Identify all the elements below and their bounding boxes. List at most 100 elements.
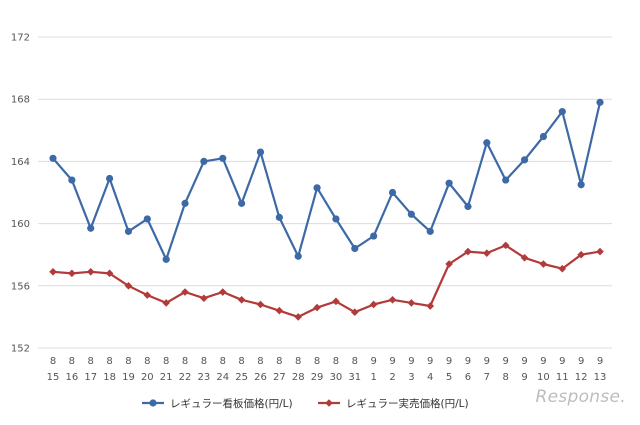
data-point-1 [219,154,227,162]
x-tick-label-day: 6 [465,372,471,383]
data-point-1 [520,156,529,164]
data-point-1 [181,199,189,207]
data-point-1 [49,154,57,162]
data-point-2 [294,313,303,321]
x-tick-label-month: 8 [201,356,207,367]
x-tick-label-day: 17 [84,372,97,383]
x-tick-label-month: 8 [163,356,169,367]
x-tick-label-day: 25 [235,372,248,383]
x-tick-label-day: 5 [446,372,452,383]
data-point-1 [407,210,415,218]
data-point-2 [558,264,567,273]
data-point-1 [294,252,302,260]
data-point-2 [464,247,472,256]
data-point-2 [256,300,265,309]
data-point-1 [502,176,510,184]
data-point-1 [200,157,208,165]
x-tick-label-day: 27 [273,372,286,383]
x-tick-label-day: 9 [521,372,527,383]
x-tick-label-month: 9 [521,356,527,367]
legend-label-1: レギュラー看板価格(円/L) [170,397,293,410]
x-tick-label-month: 8 [88,356,94,367]
data-point-1 [539,132,548,141]
x-tick-label-month: 9 [559,356,565,367]
x-tick-label-day: 21 [160,372,173,383]
x-tick-label-day: 19 [122,372,135,383]
data-point-2 [350,308,359,317]
x-tick-label-day: 29 [311,372,324,383]
data-point-1 [388,188,397,197]
data-point-1 [426,227,434,235]
x-tick-label-day: 3 [408,372,414,383]
x-tick-label-day: 15 [47,372,60,383]
x-tick-label-day: 30 [330,372,343,383]
x-tick-label-day: 10 [537,372,550,383]
data-point-2 [49,268,57,276]
x-tick-label-month: 8 [352,356,358,367]
x-tick-label-day: 2 [389,372,395,383]
data-point-1 [68,176,76,184]
data-point-2 [445,260,453,268]
grid-lines [38,36,612,349]
y-tick-label: 156 [11,281,30,292]
x-tick-label-day: 16 [65,372,78,383]
x-tick-label-day: 4 [427,372,433,383]
y-tick-label: 172 [11,33,30,44]
y-tick-label: 168 [11,95,30,106]
data-point-2 [237,295,246,304]
x-tick-label-month: 9 [427,356,433,367]
x-tick-label-month: 8 [276,356,282,367]
data-point-2 [181,288,189,296]
series-line-1 [52,102,602,261]
data-point-2 [520,254,529,262]
y-tick-label: 160 [11,219,30,230]
x-tick-label-day: 20 [141,372,154,383]
x-tick-label-day: 22 [179,372,192,383]
x-tick-label-month: 9 [370,356,376,367]
data-point-2 [483,249,491,257]
x-tick-label-month: 8 [125,356,131,367]
x-tick-label-month: 8 [333,356,339,367]
legend-label-2: レギュラー実売価格(円/L) [346,397,469,410]
x-tick-label-month: 8 [314,356,320,367]
x-tick-label-day: 8 [503,372,509,383]
data-point-1 [370,232,378,240]
data-point-1 [558,108,566,116]
data-point-1 [105,174,114,183]
data-point-2 [407,299,416,307]
x-tick-label-month: 8 [238,356,244,367]
x-tick-label-month: 8 [50,356,56,367]
x-tick-label-month: 8 [295,356,301,367]
x-tick-label-month: 9 [408,356,414,367]
data-point-1 [483,139,491,147]
data-point-2 [313,303,321,312]
data-point-2 [501,241,510,250]
data-point-2 [218,288,227,296]
legend-marker [325,399,333,407]
x-tick-label-day: 12 [575,372,588,383]
data-point-1 [256,148,265,156]
data-point-2 [124,282,133,290]
data-point-2 [539,260,548,268]
x-tick-label-day: 7 [484,372,490,383]
data-point-1 [351,244,359,253]
data-point-2 [275,306,284,315]
x-tick-label-month: 9 [465,356,471,367]
data-point-1 [596,98,604,106]
y-tick-label: 164 [11,157,30,168]
data-point-1 [332,215,340,223]
data-point-1 [577,181,585,189]
data-point-2 [332,297,340,306]
y-axis: 152 156 160 164 168 172 [11,33,30,355]
data-point-2 [369,300,378,309]
data-point-2 [143,291,152,299]
legend-marker [149,399,157,407]
x-tick-label-month: 9 [389,356,395,367]
data-point-1 [464,202,472,211]
data-point-2 [388,295,397,304]
x-axis: 8158168178188198208218228238248258268278… [47,356,607,383]
data-point-2 [68,269,76,278]
data-point-1 [238,199,246,207]
series-group [49,98,604,321]
